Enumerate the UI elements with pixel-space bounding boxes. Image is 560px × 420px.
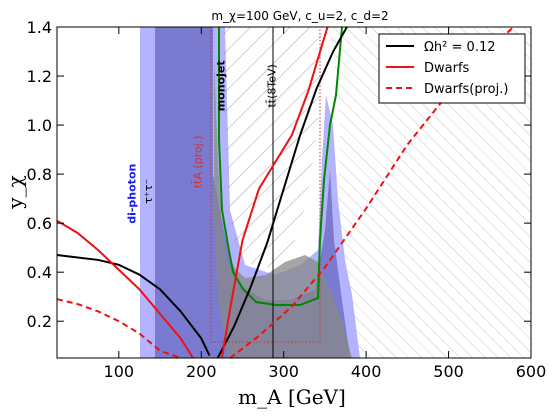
plot-area: di-photon τ⁺τ⁻ tt̄A (proj.) monojet tt̄(8TeV… (57, 27, 531, 358)
y-axis-ticks: 0.2 0.4 0.6 0.8 1.0 1.2 1.4 (27, 18, 531, 331)
y-axis-title: y_χ (3, 175, 27, 209)
annotation-label: tt̄A (proj.) (191, 135, 204, 188)
plot-frame (56, 26, 532, 359)
di-photon-band (140, 27, 155, 358)
series-line-0 (57, 254, 211, 356)
chart-title: m_χ=100 GeV, c_u=2, c_d=2 (211, 9, 388, 23)
x-tick-label: 400 (351, 362, 382, 381)
y-tick-label: 1.0 (27, 116, 52, 135)
annotation-label: tt̄(8TeV) (265, 64, 278, 107)
legend-label: Dwarfs(proj.) (424, 82, 508, 97)
annotation-label: τ⁺τ⁻ (142, 179, 155, 204)
annotation-label: monojet (214, 60, 227, 111)
x-tick-label: 200 (186, 362, 217, 381)
legend-label: Ωh² = 0.12 (424, 40, 496, 55)
x-tick-label: 600 (516, 362, 547, 381)
y-tick-label: 1.2 (27, 67, 52, 86)
x-axis-title: m_A [GeV] (238, 385, 346, 409)
tautau-band (155, 27, 213, 358)
x-tick-label: 300 (268, 362, 299, 381)
x-tick-label: 500 (433, 362, 464, 381)
x-axis-ticks: 100 200 300 400 500 600 (104, 27, 547, 381)
annotation-layer: di-photon τ⁺τ⁻ tt̄A (proj.) monojet tt̄(8TeV… (125, 60, 278, 223)
series-line-1 (216, 27, 349, 358)
y-tick-label: 0.2 (27, 312, 52, 331)
y-tick-label: 0.4 (27, 263, 52, 282)
x-tick-label: 100 (104, 362, 135, 381)
series-line-2 (57, 219, 194, 358)
series-line-3 (220, 27, 329, 358)
y-tick-label: 1.4 (27, 18, 52, 37)
y-tick-label: 0.6 (27, 214, 52, 233)
ttA-projection-boundary (210, 27, 321, 343)
legend-label: Dwarfs (424, 61, 470, 76)
green-contour (218, 27, 343, 306)
legend: Ωh² = 0.12 Dwarfs Dwarfs(proj.) (378, 33, 526, 104)
annotation-label: di-photon (125, 164, 138, 224)
hatched-region-light (330, 27, 531, 358)
y-tick-label: 0.8 (27, 165, 52, 184)
series-line-4 (57, 298, 181, 358)
